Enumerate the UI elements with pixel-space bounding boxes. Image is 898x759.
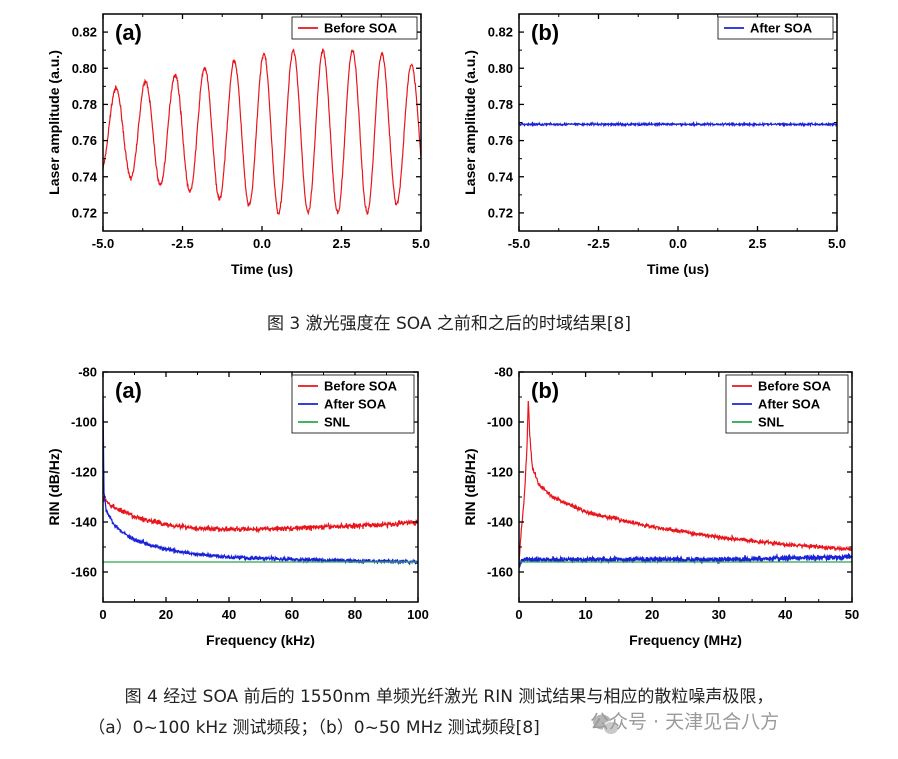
y-tick-label: -160 [71, 565, 97, 580]
y-tick-label: 0.82 [72, 25, 97, 40]
y-tick-label: -120 [71, 465, 97, 480]
x-axis-label: Time (us) [647, 261, 709, 277]
legend-label: Before SOA [324, 379, 398, 394]
x-tick-label: -5.0 [92, 236, 114, 251]
legend-label: SNL [324, 415, 350, 430]
x-tick-label: 60 [285, 607, 299, 622]
series-line-after-soa [103, 392, 418, 566]
legend-label: After SOA [324, 397, 387, 412]
x-tick-label: 5.0 [412, 236, 430, 251]
chart-panel-3: 0 10 20 30 40 50 -80 -100 -120 -140 -160 Frequency … [462, 365, 859, 649]
x-tick-label: -5.0 [508, 236, 530, 251]
figure-4-caption-line2: （a）0~100 kHz 测试频段；（b）0~50 MHz 测试频段[8] [88, 718, 540, 738]
x-axis-label: Frequency (kHz) [206, 632, 315, 648]
legend-box [291, 16, 418, 40]
x-tick-label: 40 [778, 607, 792, 622]
x-tick-label: 20 [159, 607, 173, 622]
y-tick-label: 0.74 [72, 169, 98, 184]
y-tick-label: 0.74 [488, 169, 514, 184]
x-tick-label: -2.5 [171, 236, 193, 251]
x-tick-label: 30 [712, 607, 726, 622]
y-tick-label: 0.76 [488, 133, 513, 148]
x-tick-label: 0 [515, 607, 522, 622]
x-axis-label: Frequency (MHz) [629, 632, 742, 648]
legend-box [717, 16, 834, 40]
legend-label: After SOA [758, 397, 821, 412]
series-line-before-soa [103, 496, 418, 534]
chart-panel-2: 0 20 40 60 80 100 -80 -100 -120 -140 -160 Frequency… [46, 365, 429, 649]
y-tick-label: 0.72 [488, 205, 513, 220]
y-axis-label: RIN (dB/Hz) [46, 449, 62, 526]
series-line-before-soa [103, 48, 421, 216]
y-tick-label: -100 [71, 415, 97, 430]
series-line-before-soa [519, 400, 852, 564]
plot-frame [102, 13, 422, 232]
y-tick-label: 0.82 [488, 25, 513, 40]
y-tick-label: -80 [494, 365, 513, 380]
x-tick-label: 5.0 [828, 236, 846, 251]
x-axis-label: Time (us) [231, 261, 293, 277]
y-tick-label: -100 [487, 415, 513, 430]
x-tick-label: 10 [578, 607, 592, 622]
panel-label: (b) [531, 20, 559, 45]
chart-panel-0: -5.0 -2.5 0.0 2.5 5.0 0.72 0.74 0.76 0.78 0.80 0.8… [46, 13, 430, 277]
wechat-icon-bubble-2 [603, 721, 619, 735]
x-tick-label: 2.5 [332, 236, 350, 251]
y-tick-label: 0.72 [72, 205, 97, 220]
legend-label: After SOA [750, 21, 813, 36]
watermark: 公众号 · 天津见合八方 [590, 711, 780, 733]
x-tick-label: -2.5 [587, 236, 609, 251]
panel-label: (a) [115, 20, 142, 45]
y-tick-label: -160 [487, 565, 513, 580]
panel-label: (b) [531, 378, 559, 403]
legend-label: Before SOA [324, 21, 398, 36]
x-tick-label: 20 [645, 607, 659, 622]
series-line-after-soa [519, 552, 852, 568]
series-line-after-soa [519, 120, 837, 128]
y-tick-label: 0.78 [488, 97, 513, 112]
panel-label: (a) [115, 378, 142, 403]
y-tick-label: -120 [487, 465, 513, 480]
x-tick-label: 0.0 [669, 236, 687, 251]
y-tick-label: 0.80 [72, 61, 97, 76]
x-tick-label: 0 [99, 607, 106, 622]
x-tick-label: 0.0 [253, 236, 271, 251]
y-tick-label: -80 [78, 365, 97, 380]
x-tick-label: 80 [348, 607, 362, 622]
x-tick-label: 50 [845, 607, 859, 622]
y-tick-label: 0.78 [72, 97, 97, 112]
x-tick-label: 40 [222, 607, 236, 622]
y-tick-label: -140 [487, 515, 513, 530]
figure-4-caption-line1: 图 4 经过 SOA 前后的 1550nm 单频光纤激光 RIN 测试结果与相应… [124, 687, 774, 707]
y-axis-label: Laser amplitude (a.u.) [462, 50, 478, 195]
y-tick-label: 0.80 [488, 61, 513, 76]
y-axis-label: Laser amplitude (a.u.) [46, 50, 62, 195]
chart-panel-1: -5.0 -2.5 0.0 2.5 5.0 0.72 0.74 0.76 0.78 0.80 0.8… [462, 13, 846, 277]
legend-label: Before SOA [758, 379, 832, 394]
wechat-icon [593, 714, 619, 735]
y-axis-label: RIN (dB/Hz) [462, 449, 478, 526]
y-tick-label: -140 [71, 515, 97, 530]
figure-3-caption: 图 3 激光强度在 SOA 之前和之后的时域结果[8] [266, 314, 631, 334]
x-tick-label: 100 [407, 607, 429, 622]
legend-label: SNL [758, 415, 784, 430]
x-tick-label: 2.5 [748, 236, 766, 251]
y-tick-label: 0.76 [72, 133, 97, 148]
